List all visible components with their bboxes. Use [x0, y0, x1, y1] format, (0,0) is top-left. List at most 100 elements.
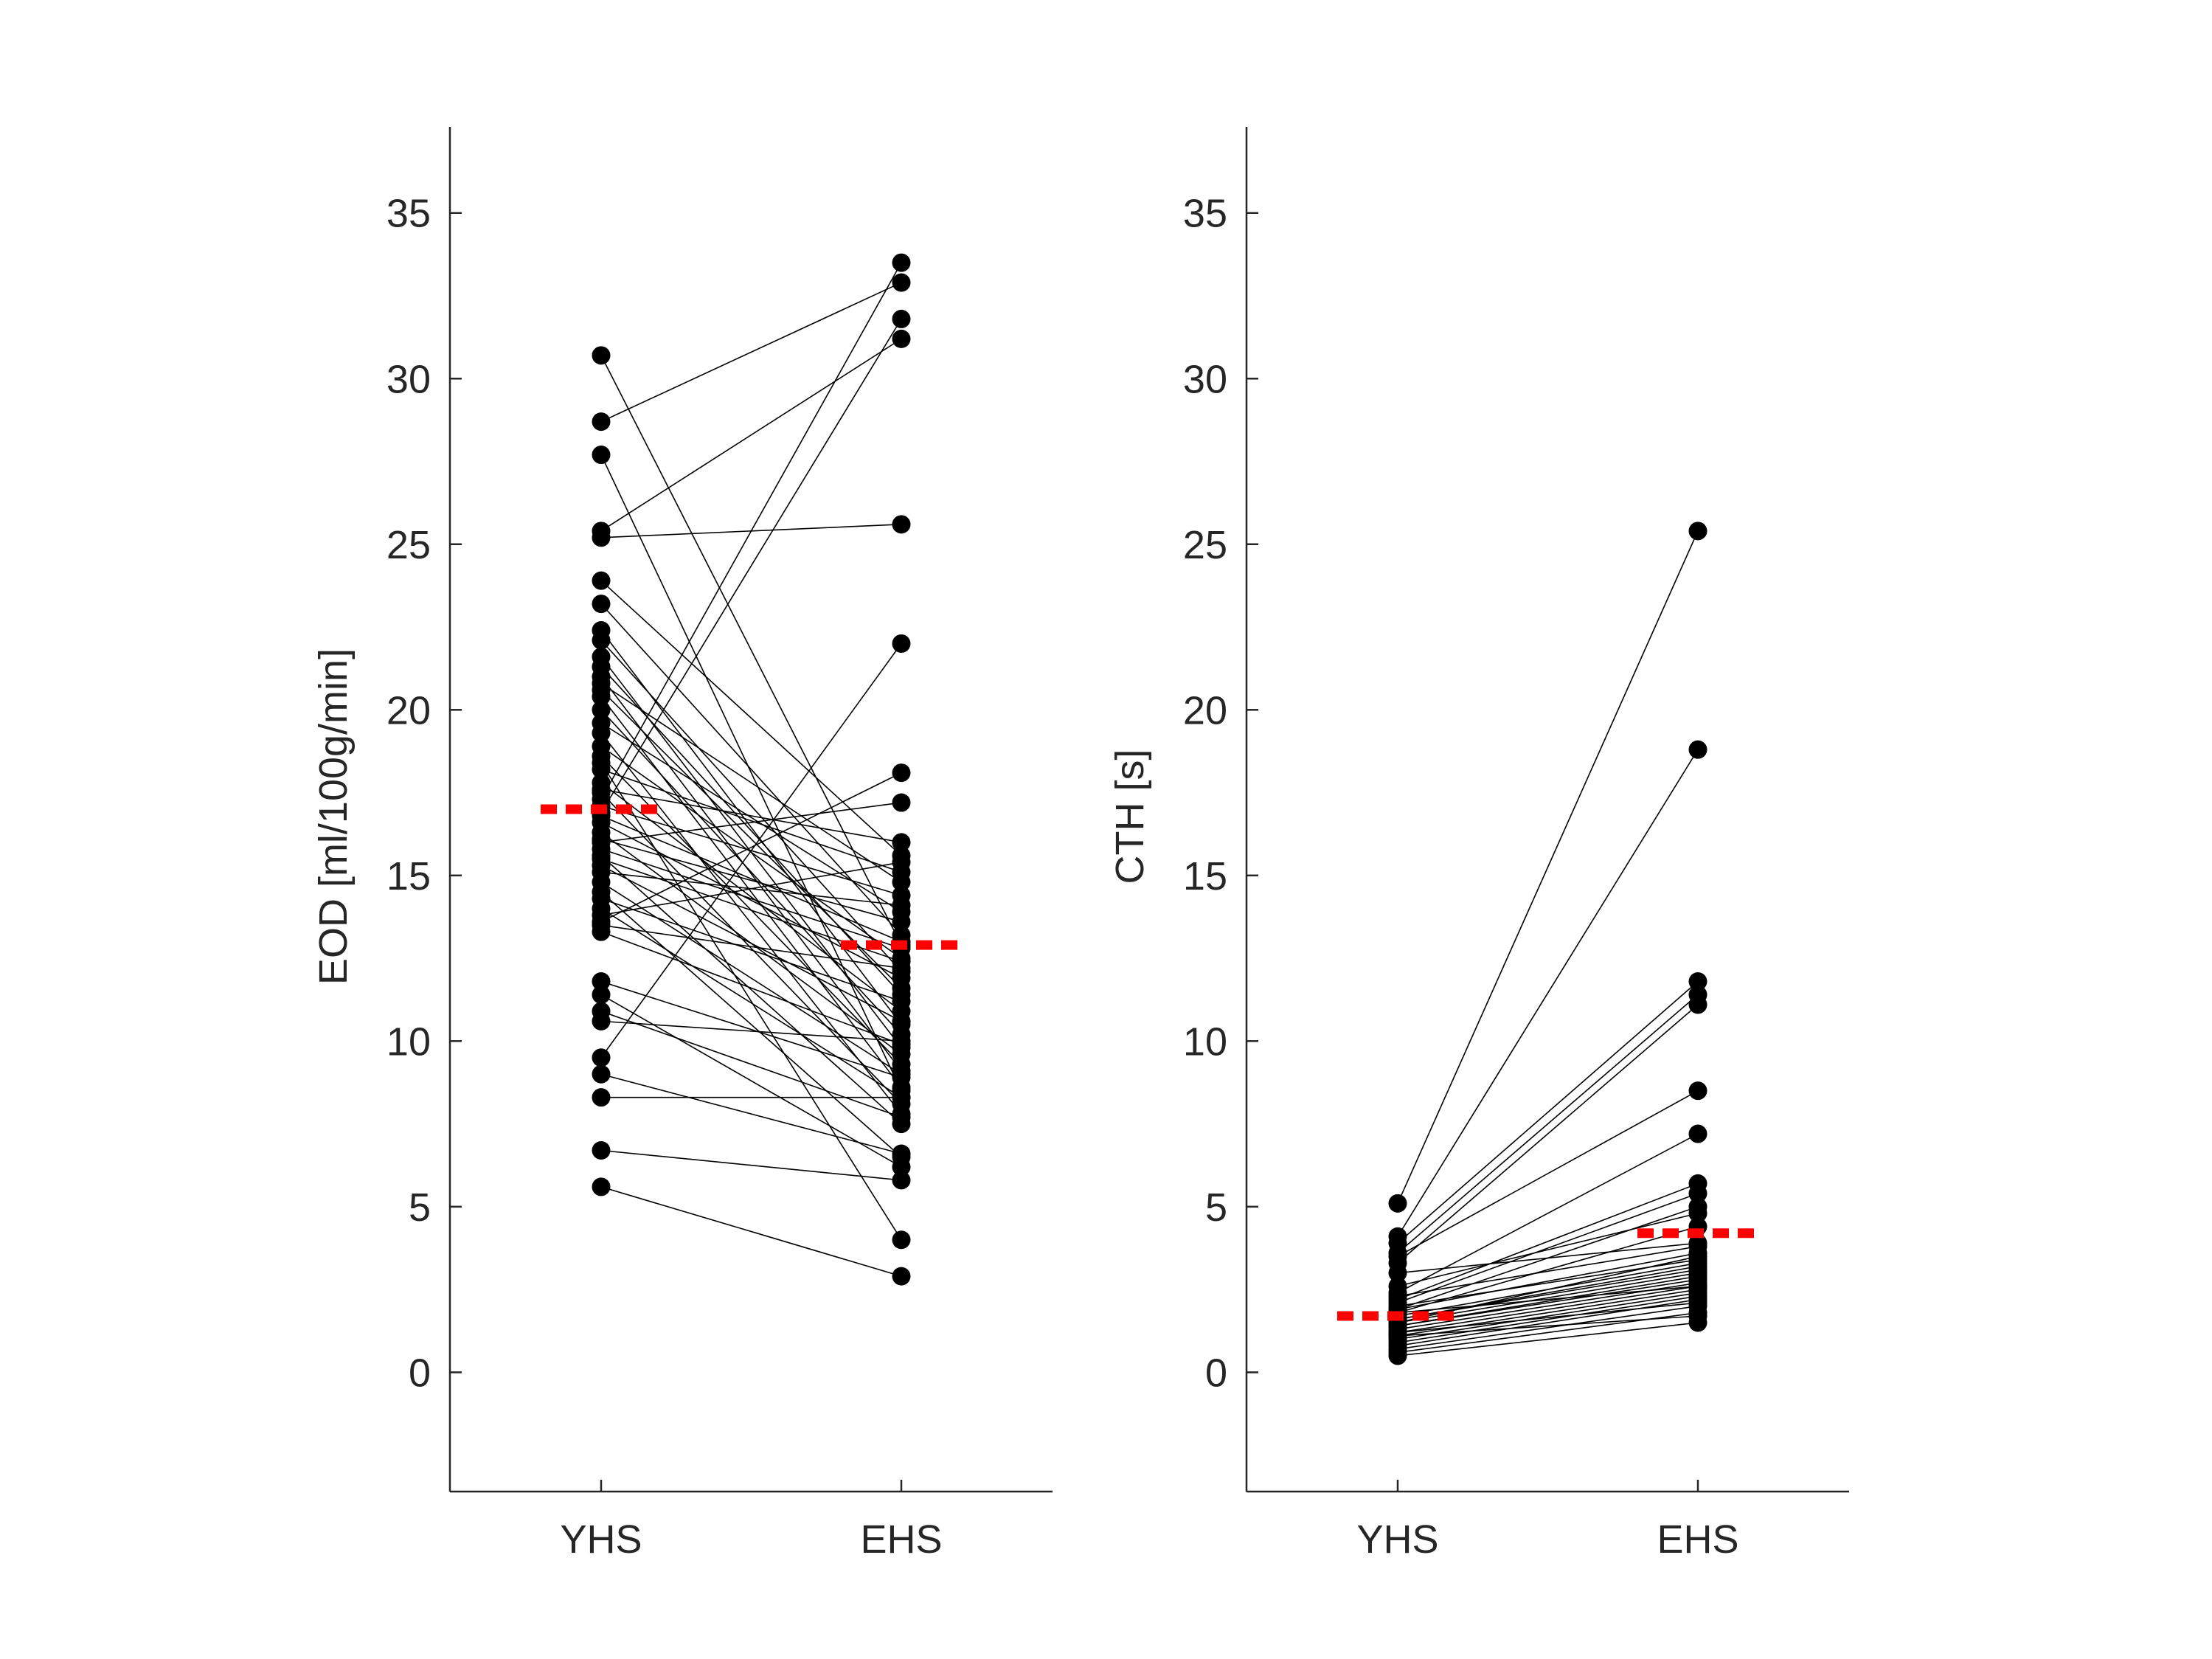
data-point-ehs	[892, 329, 911, 348]
pair-line	[600, 643, 902, 1059]
pair-line	[600, 709, 902, 1035]
y-tick-label: 15	[1183, 854, 1227, 898]
data-point-yhs	[592, 631, 611, 650]
data-point-yhs	[592, 724, 611, 743]
data-point-ehs	[892, 793, 911, 812]
y-tick-label: 0	[409, 1351, 431, 1395]
pair-line	[600, 282, 902, 423]
pair-line	[600, 1011, 902, 1118]
data-point-ehs	[1688, 1247, 1707, 1266]
pair-lines	[1397, 530, 1699, 1357]
data-point-yhs	[592, 971, 611, 991]
pair-line	[600, 822, 902, 979]
x-tick-label-ehs: EHS	[1657, 1517, 1738, 1562]
pair-line	[600, 676, 902, 1072]
pair-line	[1397, 1252, 1699, 1310]
pair-line	[600, 855, 902, 1125]
data-points	[592, 253, 911, 1286]
y-tick-label: 15	[386, 854, 431, 898]
y-tick-label: 25	[386, 523, 431, 567]
data-point-ehs	[1688, 1184, 1707, 1203]
pair-line	[1397, 1315, 1699, 1337]
data-point-yhs	[592, 1177, 611, 1196]
data-point-ehs	[892, 1031, 911, 1050]
data-point-ehs	[892, 515, 911, 534]
pair-line	[600, 792, 902, 1105]
data-point-ehs	[892, 1230, 911, 1250]
data-point-yhs	[592, 571, 611, 590]
pair-line	[600, 319, 902, 813]
pair-line	[600, 1149, 902, 1181]
pair-line	[1397, 1004, 1699, 1264]
data-point-ehs	[1688, 995, 1707, 1014]
data-point-ehs	[892, 763, 911, 783]
data-point-yhs	[592, 780, 611, 799]
y-tick-label: 5	[409, 1185, 431, 1230]
data-point-ehs	[1688, 740, 1707, 759]
data-point-yhs	[592, 985, 611, 1004]
pair-line	[1397, 749, 1699, 1237]
data-point-yhs	[592, 912, 611, 932]
data-point-yhs	[1388, 1346, 1407, 1365]
pair-line	[1397, 1182, 1699, 1300]
pair-line	[1397, 1295, 1699, 1343]
panel-cth: 0 5 10 15 20 25 30 35 YHS EHS CTH [s]	[1108, 127, 1849, 1562]
data-point-ehs	[892, 273, 911, 292]
pair-line	[1397, 1090, 1699, 1257]
data-point-yhs	[592, 680, 611, 699]
data-point-yhs	[592, 1048, 611, 1067]
data-point-ehs	[892, 1108, 911, 1127]
data-point-ehs	[1688, 1306, 1707, 1326]
pair-line	[600, 355, 902, 946]
pair-line	[1397, 1285, 1699, 1334]
data-point-ehs	[892, 1157, 911, 1177]
pair-line	[600, 772, 902, 923]
y-tick-label: 0	[1205, 1351, 1227, 1395]
data-point-ehs	[892, 1068, 911, 1087]
pair-line	[600, 696, 902, 1088]
data-point-yhs	[592, 1011, 611, 1031]
pair-line	[600, 746, 902, 959]
pair-line	[600, 898, 902, 1002]
pair-line	[1397, 1305, 1699, 1350]
y-tick-label: 20	[1183, 688, 1227, 732]
y-tick-label: 10	[1183, 1019, 1227, 1064]
pair-line	[600, 262, 902, 800]
y-tick-label: 10	[386, 1019, 431, 1064]
data-point-yhs	[1388, 1326, 1407, 1345]
data-point-ehs	[1688, 1204, 1707, 1223]
data-point-yhs	[592, 1064, 611, 1084]
data-point-yhs	[1388, 1264, 1407, 1283]
pair-line	[600, 838, 902, 923]
data-point-ehs	[892, 1171, 911, 1190]
data-point-ehs	[892, 952, 911, 971]
pair-line	[1397, 1226, 1699, 1314]
pair-line	[1397, 1322, 1699, 1357]
data-point-yhs	[592, 446, 611, 465]
pair-line	[600, 980, 902, 1078]
y-tick-label: 35	[1183, 192, 1227, 236]
data-point-ehs	[892, 309, 911, 328]
pair-line	[600, 732, 902, 1115]
pair-line	[600, 603, 902, 936]
data-point-yhs	[592, 1088, 611, 1107]
panel-eod: 0 5 10 15 20 25 30 35 YHS EHS EOD [ml/100g/min]	[311, 127, 1053, 1562]
data-point-ehs	[1688, 522, 1707, 541]
pair-line	[600, 338, 902, 532]
data-point-yhs	[1388, 1277, 1407, 1296]
pair-line	[600, 640, 902, 972]
pair-line	[1397, 1285, 1699, 1314]
y-axis-title: CTH [s]	[1108, 749, 1152, 884]
data-point-yhs	[592, 412, 611, 432]
data-point-ehs	[1688, 1293, 1707, 1312]
data-point-ehs	[892, 634, 911, 653]
y-tick-label: 30	[386, 357, 431, 401]
pair-line	[600, 689, 902, 989]
pair-line	[1397, 1292, 1699, 1340]
pair-line	[1397, 1242, 1699, 1274]
data-point-yhs	[592, 528, 611, 547]
pair-line	[1397, 1302, 1699, 1334]
pair-line	[1397, 1133, 1699, 1294]
data-point-yhs	[592, 595, 611, 614]
